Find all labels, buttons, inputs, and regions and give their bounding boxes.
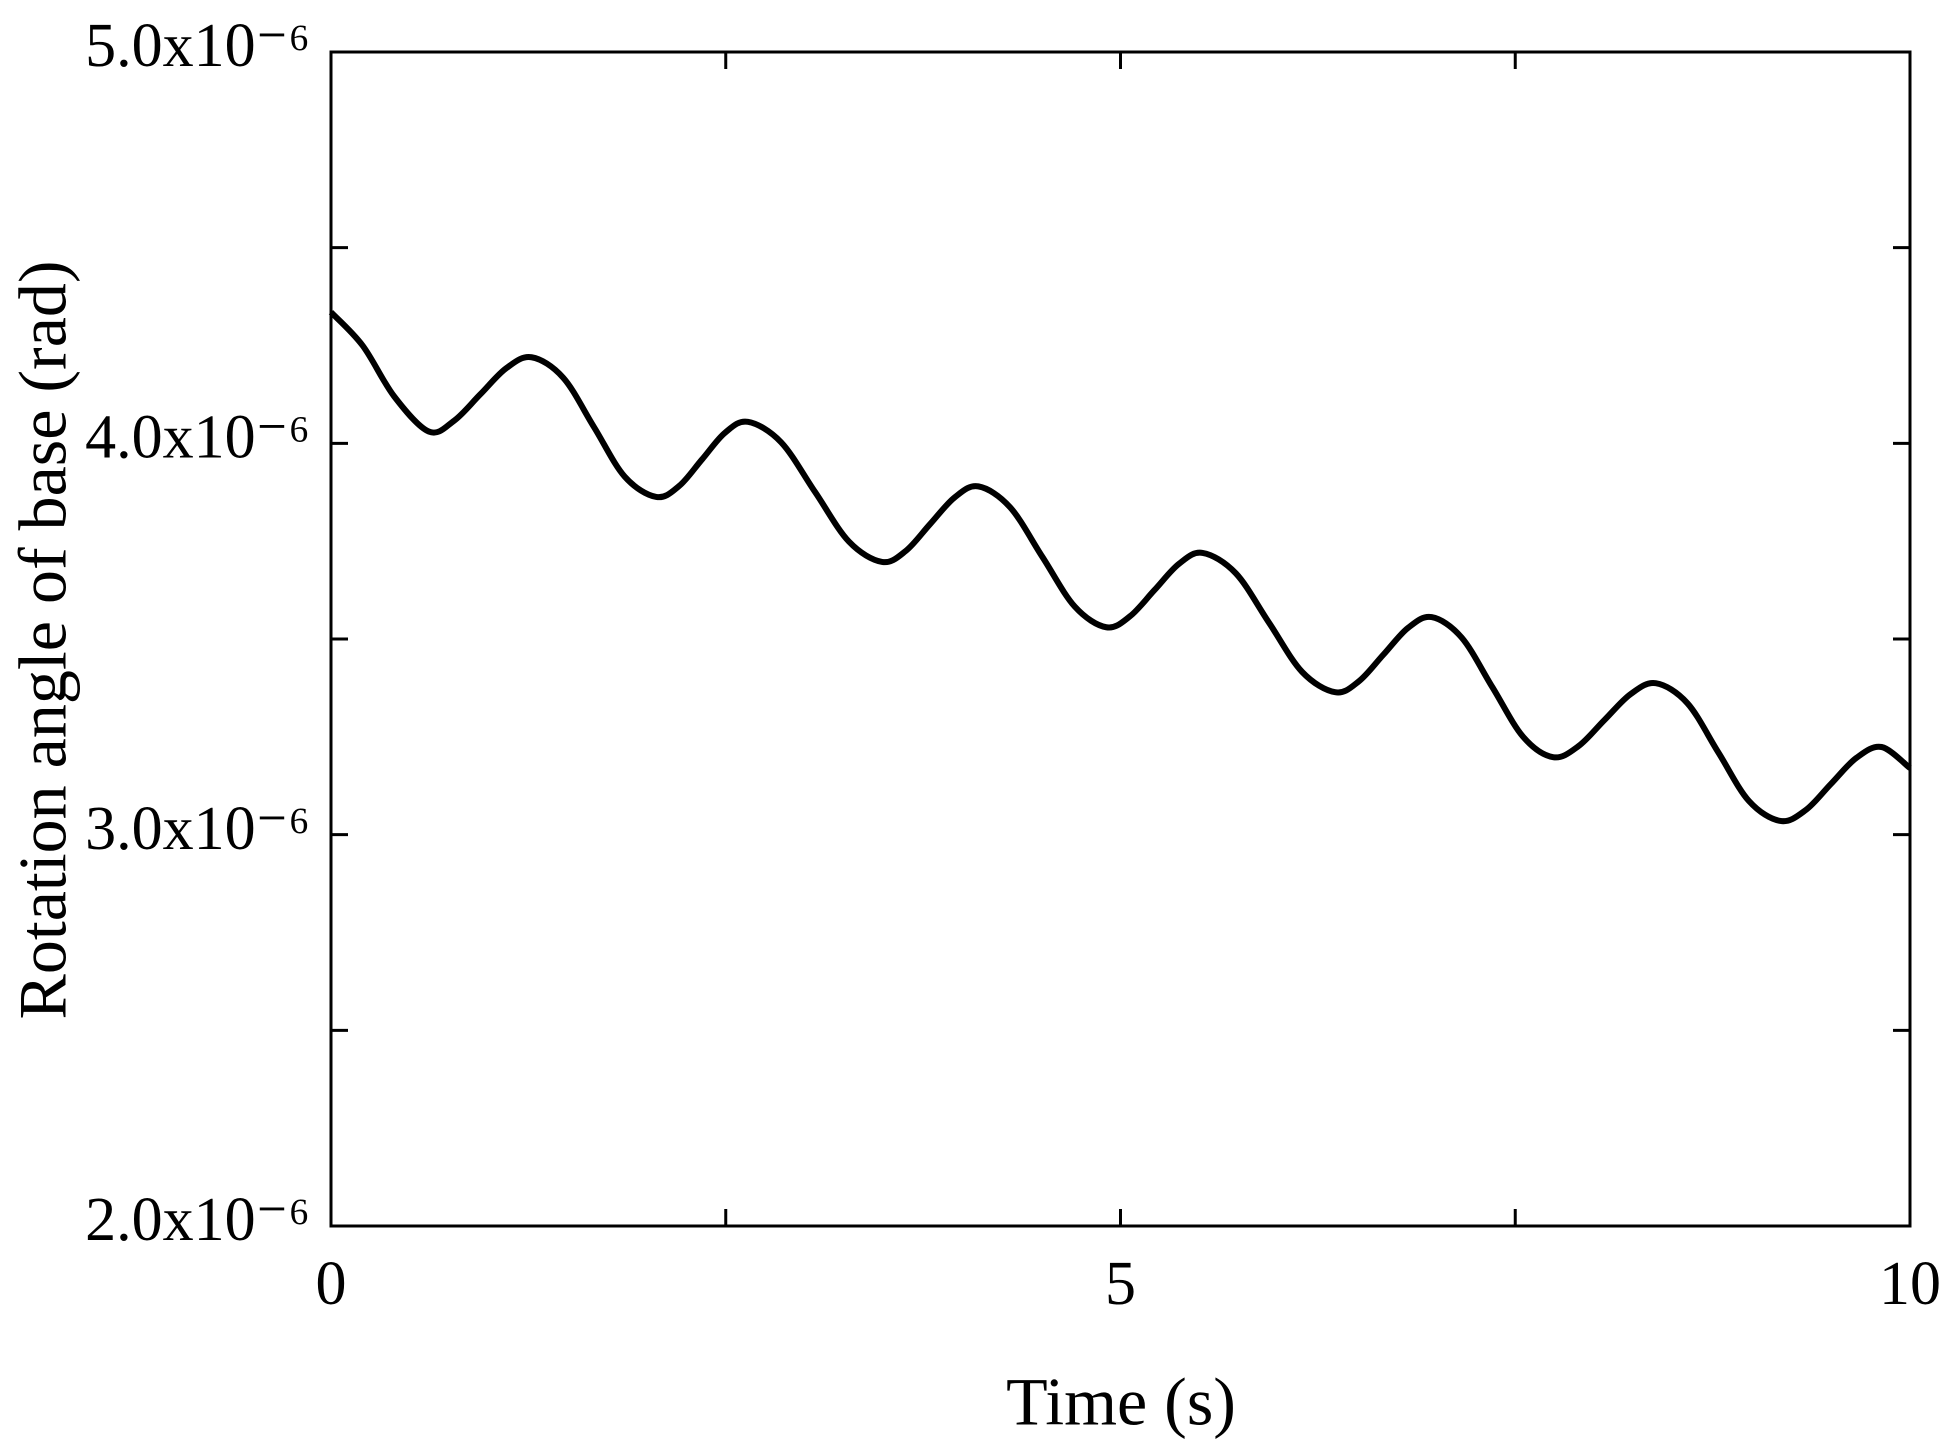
x-tick-label: 10 (1879, 1250, 1941, 1318)
y-tick-label: 3.0x10⁻⁶ (85, 795, 310, 863)
x-axis-title: Time (s) (1006, 1364, 1236, 1440)
y-axis-title: Rotation angle of base (rad) (5, 260, 81, 1019)
x-tick-label: 5 (1105, 1250, 1136, 1318)
x-tick-label: 0 (316, 1250, 347, 1318)
y-tick-label: 4.0x10⁻⁶ (85, 404, 310, 472)
y-tick-label: 5.0x10⁻⁶ (85, 12, 310, 80)
plot-frame (329, 50, 1912, 1228)
y-tick-label: 2.0x10⁻⁶ (85, 1186, 310, 1254)
data-line (328, 310, 1912, 825)
